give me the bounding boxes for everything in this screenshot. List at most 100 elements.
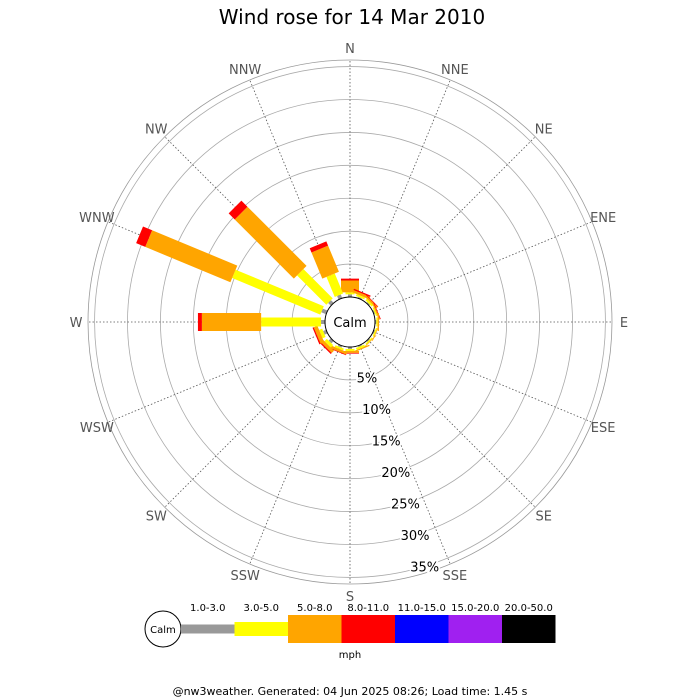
- direction-label-sw: SW: [146, 510, 167, 525]
- direction-label-ese: ESE: [591, 421, 616, 436]
- bar-nw-bin-1: [297, 269, 333, 305]
- legend-swatch-0: [181, 624, 235, 634]
- direction-label-e: E: [620, 316, 628, 331]
- spoke-sse: [359, 344, 451, 565]
- bar-nw-bin-3: [228, 200, 248, 220]
- bar-ne-bin-0: [366, 301, 371, 306]
- bar-n-bin-1: [345, 292, 355, 295]
- bar-ese-bin-2: [372, 324, 380, 342]
- bar-wsw-bin-2: [313, 325, 325, 344]
- bar-wnw-bin-1: [232, 269, 324, 315]
- legend-swatch-5: [448, 615, 502, 643]
- footer-text: @nw3weather. Generated: 04 Jun 2025 08:2…: [173, 685, 528, 698]
- data-bars: [136, 200, 381, 356]
- bar-ssw-bin-1: [334, 345, 344, 351]
- direction-label-ene: ENE: [590, 211, 616, 226]
- bar-ese-bin-1: [372, 327, 378, 337]
- direction-label-w: W: [70, 316, 83, 331]
- direction-label-s: S: [346, 590, 354, 605]
- calm-label: Calm: [333, 316, 366, 331]
- bar-ssw-bin-0: [337, 344, 343, 348]
- bar-w-bin-3: [197, 313, 202, 331]
- ring-label-15: 15%: [372, 434, 401, 449]
- direction-label-ne: NE: [535, 122, 553, 137]
- bar-wsw-bin-1: [319, 328, 326, 339]
- ring-label-35: 35%: [410, 560, 439, 575]
- ring-label-20: 20%: [381, 466, 410, 481]
- legend-swatch-2: [288, 615, 342, 643]
- bar-nne-bin-1: [355, 294, 365, 300]
- bar-sse-bin-2: [352, 344, 370, 353]
- direction-label-nne: NNE: [441, 63, 469, 78]
- direction-label-nw: NW: [145, 122, 168, 137]
- bar-sw-bin-1: [324, 338, 334, 348]
- outer-ring: [87, 59, 613, 585]
- calm-circle: [324, 296, 376, 348]
- direction-labels: N NNE NE ENE E ESE SE SSE S SSW SW WSW W WNW NW NNW: [70, 42, 629, 605]
- legend-label-5: 15.0-20.0: [451, 603, 499, 614]
- legend: Calm 1.0-3.0 3.0-5.0 5.0-8.0 8.0-11.0 11.0-15…: [144, 603, 556, 661]
- bar-se-bin-1: [365, 337, 373, 345]
- ring-label-5: 5%: [357, 371, 378, 386]
- legend-unit: mph: [339, 650, 361, 661]
- bar-sw-bin-0: [328, 338, 334, 344]
- bar-e-bin-1: [376, 317, 378, 327]
- legend-label-2: 5.0-8.0: [297, 603, 332, 614]
- bar-wnw-bin-0: [321, 308, 328, 315]
- bar-nnw-bin-1: [326, 273, 344, 297]
- bar-nw-bin-0: [328, 300, 334, 306]
- bar-wnw-bin-2: [145, 230, 238, 283]
- bar-w-bin-0: [321, 320, 325, 324]
- calm-circle-group: Calm: [324, 296, 376, 348]
- ring-labels: 5% 10% 15% 20% 25% 30% 35%: [355, 370, 441, 577]
- legend-label-4: 11.0-15.0: [398, 603, 446, 614]
- legend-swatch-4: [395, 615, 449, 643]
- bar-ne-bin-3: [365, 293, 379, 307]
- bar-n-bin-3: [341, 278, 359, 281]
- spoke-ssw: [249, 344, 341, 565]
- legend-label-0: 1.0-3.0: [190, 603, 225, 614]
- spoke-ene: [372, 221, 593, 313]
- bar-wsw-bin-3: [312, 327, 321, 345]
- direction-label-wnw: WNW: [79, 211, 115, 226]
- ring-label-10: 10%: [362, 403, 391, 418]
- direction-label-nnw: NNW: [229, 63, 261, 78]
- bar-nnw-bin-3: [309, 241, 329, 253]
- bar-s-bin-1: [345, 348, 355, 351]
- spoke-ne: [367, 136, 536, 305]
- bar-wnw-bin-3: [136, 226, 153, 247]
- spoke-nne: [359, 79, 451, 300]
- direction-label-sse: SSE: [442, 569, 467, 584]
- bar-ene-bin-1: [372, 307, 378, 317]
- spoke-sw: [164, 339, 333, 508]
- legend-label-3: 8.0-11.0: [347, 603, 389, 614]
- spoke-ese: [372, 331, 593, 423]
- legend-swatch-1: [234, 622, 288, 636]
- legend-label-1: 3.0-5.0: [244, 603, 279, 614]
- spoke-wsw: [107, 331, 328, 423]
- bar-se-bin-0: [366, 338, 371, 343]
- direction-label-se: SE: [536, 510, 552, 525]
- bar-se-bin-2: [363, 335, 377, 349]
- bar-w-bin-2: [201, 313, 262, 331]
- direction-label-n: N: [345, 42, 355, 57]
- ring-label-30: 30%: [401, 529, 430, 544]
- legend-swatch-6: [502, 615, 556, 643]
- bar-ne-bin-1: [365, 298, 374, 307]
- direction-label-wsw: WSW: [80, 421, 114, 436]
- spoke-se: [367, 339, 536, 508]
- bar-ssw-bin-2: [329, 345, 348, 355]
- legend-swatch-3: [341, 615, 395, 643]
- ring-20: [192, 164, 508, 480]
- legend-calm-label: Calm: [150, 625, 176, 636]
- bar-s-bin-0: [348, 347, 352, 349]
- bar-nnw-bin-2: [311, 245, 339, 279]
- ring-35: [94, 66, 606, 578]
- bar-n-bin-0: [348, 294, 352, 297]
- bar-sw-bin-3: [318, 340, 332, 354]
- bar-w-bin-1: [261, 317, 322, 327]
- chart-title: Wind rose for 14 Mar 2010: [219, 5, 485, 29]
- ring-label-25: 25%: [391, 497, 420, 512]
- direction-label-ssw: SSW: [230, 569, 260, 584]
